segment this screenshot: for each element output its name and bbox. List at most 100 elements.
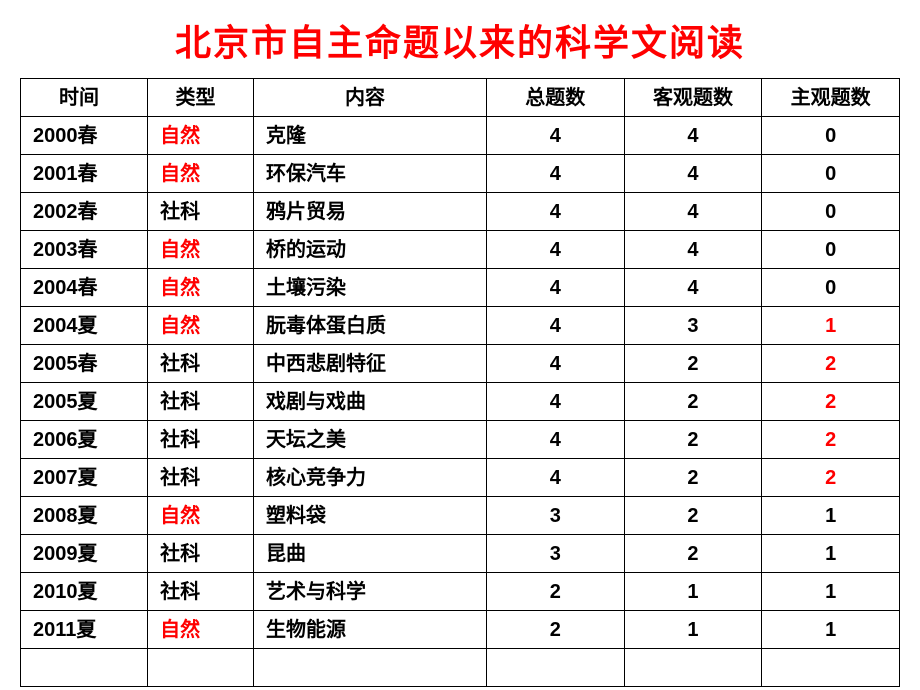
- cell-content: 戏剧与戏曲: [253, 383, 486, 421]
- cell-objective: 4: [624, 117, 762, 155]
- cell-subjective: 1: [762, 497, 900, 535]
- cell-total: 4: [486, 383, 624, 421]
- cell-content: 天坛之美: [253, 421, 486, 459]
- cell-objective: 2: [624, 421, 762, 459]
- cell-content: 朊毒体蛋白质: [253, 307, 486, 345]
- table-row: 2004夏自然朊毒体蛋白质431: [21, 307, 900, 345]
- table-row: 2003春自然桥的运动440: [21, 231, 900, 269]
- cell-objective: 4: [624, 269, 762, 307]
- cell-total: 4: [486, 193, 624, 231]
- page-title: 北京市自主命题以来的科学文阅读: [20, 14, 900, 66]
- table-body: 2000春自然克隆4402001春自然环保汽车4402002春社科鸦片贸易440…: [21, 117, 900, 687]
- table-row: 2001春自然环保汽车440: [21, 155, 900, 193]
- cell-content: 克隆: [253, 117, 486, 155]
- cell-type: 自然: [148, 155, 254, 193]
- cell-time: 2006夏: [21, 421, 148, 459]
- cell-objective: 4: [624, 231, 762, 269]
- cell-subjective: 2: [762, 421, 900, 459]
- cell-time: 2004春: [21, 269, 148, 307]
- cell-time: 2002春: [21, 193, 148, 231]
- cell-objective: 2: [624, 383, 762, 421]
- cell-content: 艺术与科学: [253, 573, 486, 611]
- cell-empty: [21, 649, 148, 687]
- cell-objective: 1: [624, 573, 762, 611]
- cell-content: 昆曲: [253, 535, 486, 573]
- table-row: 2009夏社科昆曲321: [21, 535, 900, 573]
- cell-objective: 2: [624, 459, 762, 497]
- cell-content: 土壤污染: [253, 269, 486, 307]
- cell-total: 3: [486, 497, 624, 535]
- cell-empty: [762, 649, 900, 687]
- cell-empty: [486, 649, 624, 687]
- cell-total: 4: [486, 269, 624, 307]
- table-row: 2000春自然克隆440: [21, 117, 900, 155]
- cell-type: 社科: [148, 459, 254, 497]
- cell-content: 鸦片贸易: [253, 193, 486, 231]
- cell-type: 自然: [148, 269, 254, 307]
- cell-total: 4: [486, 307, 624, 345]
- cell-content: 环保汽车: [253, 155, 486, 193]
- cell-time: 2008夏: [21, 497, 148, 535]
- cell-subjective: 0: [762, 117, 900, 155]
- header-content: 内容: [253, 79, 486, 117]
- table-row: 2004春自然土壤污染440: [21, 269, 900, 307]
- header-objective: 客观题数: [624, 79, 762, 117]
- cell-time: 2005夏: [21, 383, 148, 421]
- cell-total: 4: [486, 421, 624, 459]
- cell-content: 桥的运动: [253, 231, 486, 269]
- cell-subjective: 2: [762, 345, 900, 383]
- cell-time: 2009夏: [21, 535, 148, 573]
- cell-time: 2003春: [21, 231, 148, 269]
- cell-time: 2010夏: [21, 573, 148, 611]
- table-row: 2008夏自然塑料袋321: [21, 497, 900, 535]
- cell-objective: 4: [624, 155, 762, 193]
- cell-subjective: 2: [762, 459, 900, 497]
- cell-time: 2011夏: [21, 611, 148, 649]
- cell-objective: 1: [624, 611, 762, 649]
- cell-empty: [253, 649, 486, 687]
- cell-content: 核心竞争力: [253, 459, 486, 497]
- cell-type: 社科: [148, 421, 254, 459]
- cell-content: 中西悲剧特征: [253, 345, 486, 383]
- header-time: 时间: [21, 79, 148, 117]
- cell-type: 自然: [148, 117, 254, 155]
- cell-objective: 2: [624, 345, 762, 383]
- cell-subjective: 0: [762, 193, 900, 231]
- table-row: 2006夏社科天坛之美422: [21, 421, 900, 459]
- table-row: 2005夏社科戏剧与戏曲422: [21, 383, 900, 421]
- cell-subjective: 2: [762, 383, 900, 421]
- cell-type: 社科: [148, 573, 254, 611]
- cell-type: 社科: [148, 345, 254, 383]
- table-header-row: 时间 类型 内容 总题数 客观题数 主观题数: [21, 79, 900, 117]
- cell-content: 生物能源: [253, 611, 486, 649]
- cell-type: 社科: [148, 383, 254, 421]
- cell-type: 自然: [148, 307, 254, 345]
- cell-total: 4: [486, 345, 624, 383]
- cell-time: 2001春: [21, 155, 148, 193]
- cell-objective: 4: [624, 193, 762, 231]
- cell-objective: 2: [624, 535, 762, 573]
- cell-empty: [624, 649, 762, 687]
- cell-time: 2004夏: [21, 307, 148, 345]
- table-row: 2005春社科中西悲剧特征422: [21, 345, 900, 383]
- cell-total: 4: [486, 459, 624, 497]
- cell-type: 自然: [148, 611, 254, 649]
- cell-total: 2: [486, 573, 624, 611]
- cell-total: 3: [486, 535, 624, 573]
- cell-subjective: 0: [762, 155, 900, 193]
- header-subjective: 主观题数: [762, 79, 900, 117]
- cell-subjective: 1: [762, 573, 900, 611]
- cell-type: 社科: [148, 535, 254, 573]
- table-row: 2011夏自然生物能源211: [21, 611, 900, 649]
- cell-total: 4: [486, 231, 624, 269]
- cell-time: 2005春: [21, 345, 148, 383]
- cell-empty: [148, 649, 254, 687]
- data-table: 时间 类型 内容 总题数 客观题数 主观题数 2000春自然克隆4402001春…: [20, 78, 900, 687]
- cell-type: 自然: [148, 231, 254, 269]
- cell-subjective: 1: [762, 307, 900, 345]
- cell-objective: 3: [624, 307, 762, 345]
- header-total: 总题数: [486, 79, 624, 117]
- cell-content: 塑料袋: [253, 497, 486, 535]
- cell-total: 4: [486, 117, 624, 155]
- cell-type: 社科: [148, 193, 254, 231]
